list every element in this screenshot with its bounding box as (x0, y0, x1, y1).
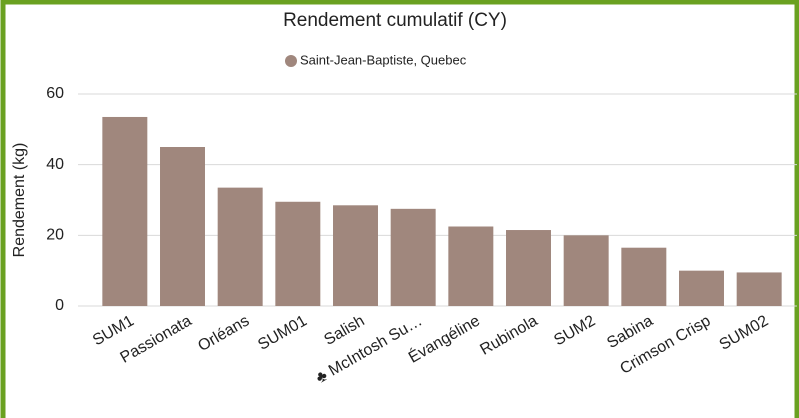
bar (679, 270, 724, 306)
y-tick-label: 0 (55, 297, 64, 314)
bar (563, 235, 609, 306)
bar (506, 230, 551, 306)
bar (275, 201, 321, 306)
y-axis-label: Rendement (kg) (11, 143, 28, 258)
bar (736, 272, 782, 306)
chart-title: Rendement cumulatif (CY) (283, 10, 507, 31)
legend-label: Saint-Jean-Baptiste, Quebec (300, 52, 467, 67)
bar (102, 116, 148, 306)
y-tick-label: 20 (46, 227, 64, 244)
legend-marker (285, 55, 297, 67)
bar (217, 187, 263, 306)
bar (448, 226, 494, 306)
bar (390, 208, 436, 306)
y-tick-label: 40 (46, 156, 64, 173)
bar (621, 247, 667, 306)
bar (160, 147, 205, 306)
y-tick-label: 60 (46, 85, 64, 102)
bar (333, 205, 378, 306)
